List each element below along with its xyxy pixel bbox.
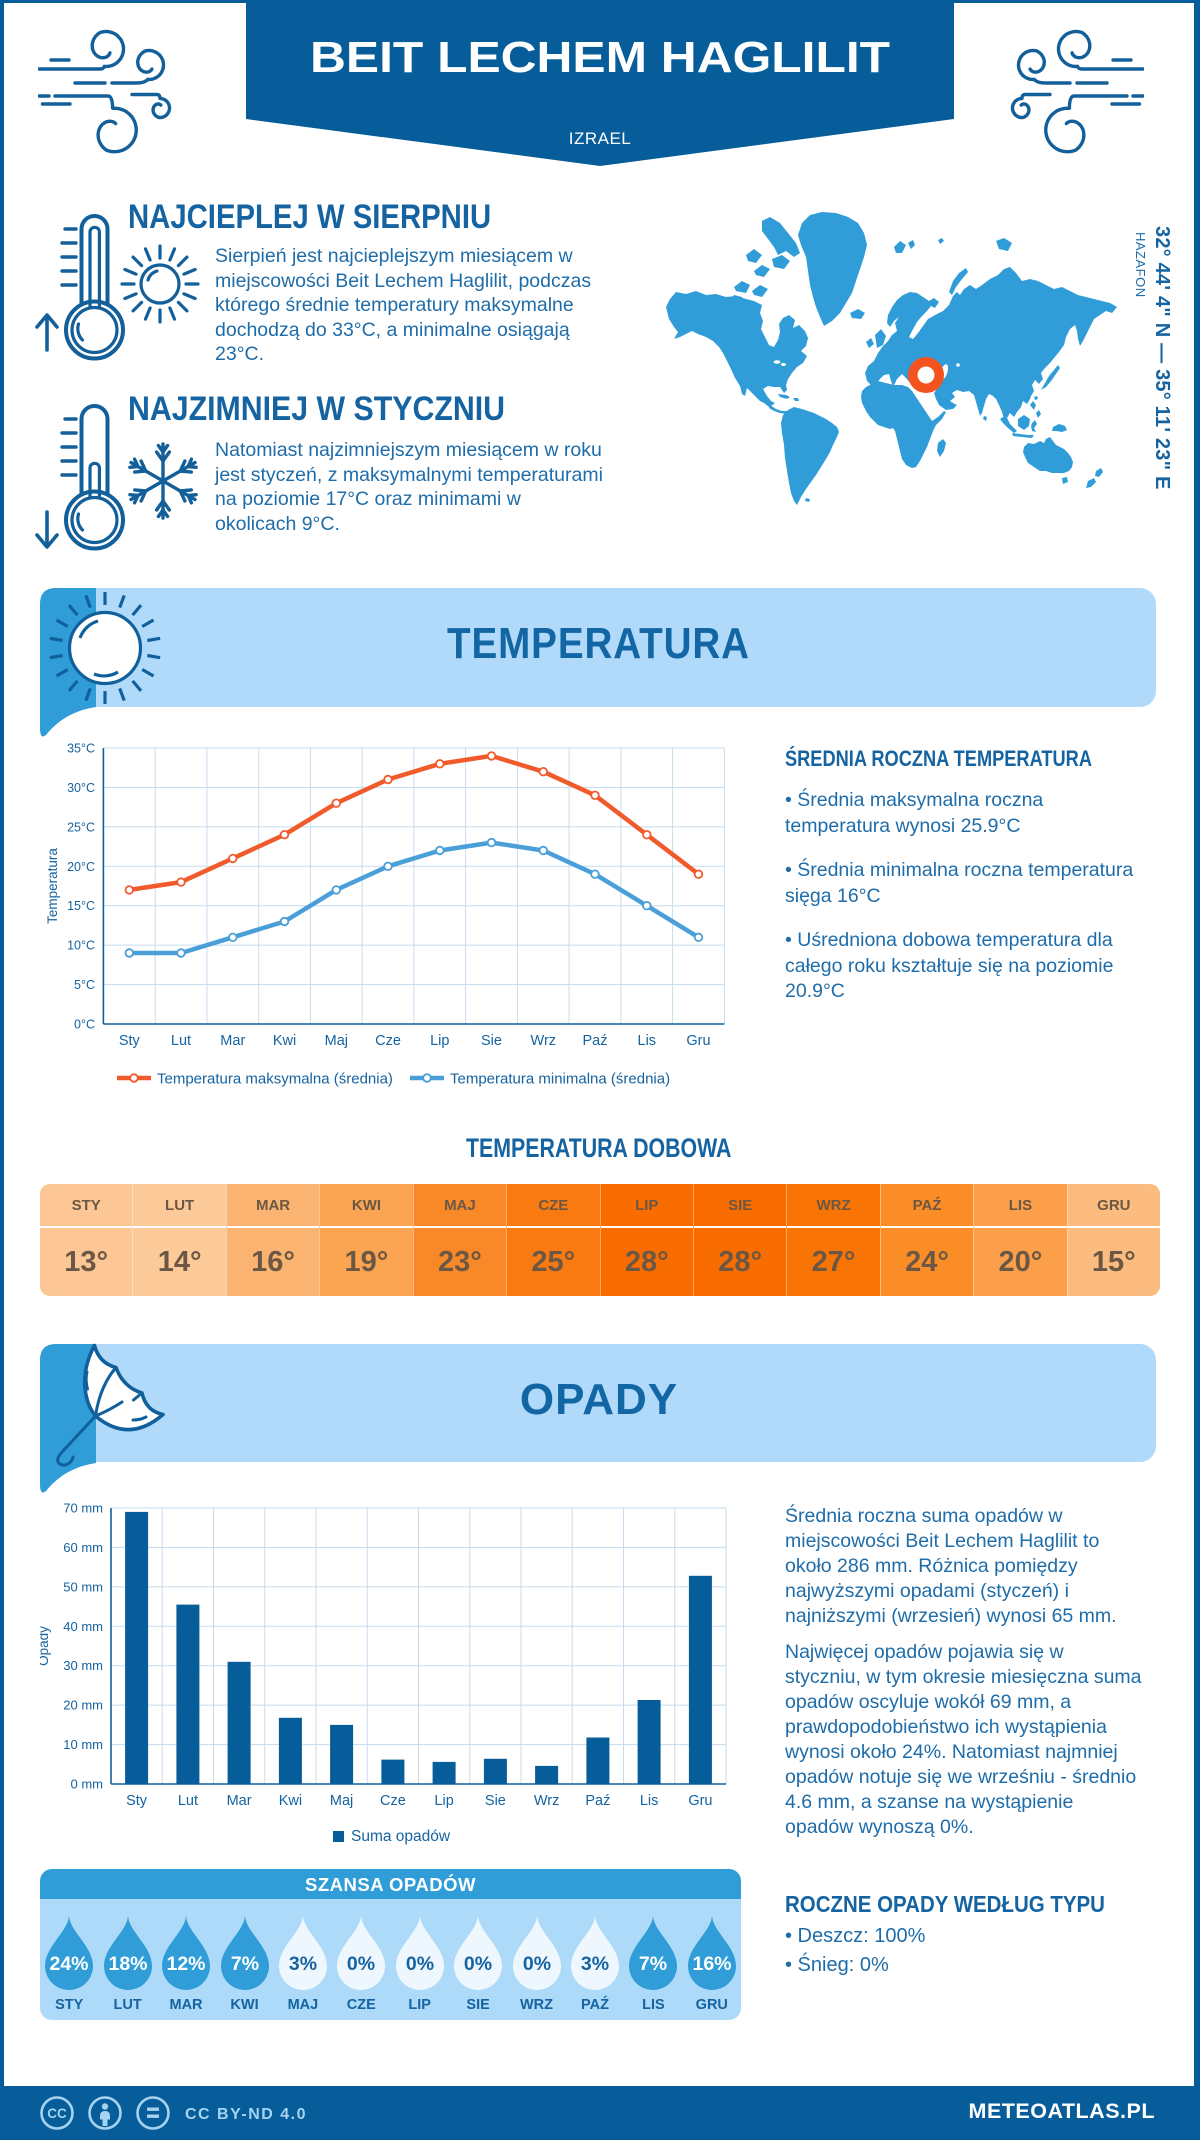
svg-text:Wrz: Wrz <box>534 1793 560 1809</box>
svg-text:Wrz: Wrz <box>531 1033 557 1049</box>
svg-text:70 mm: 70 mm <box>63 1501 103 1516</box>
svg-text:Cze: Cze <box>380 1793 406 1809</box>
svg-text:Paź: Paź <box>583 1033 608 1049</box>
svg-text:Lip: Lip <box>430 1033 449 1049</box>
svg-text:0 mm: 0 mm <box>71 1777 104 1792</box>
svg-text:25°C: 25°C <box>67 820 95 834</box>
svg-text:Lut: Lut <box>171 1033 191 1049</box>
svg-text:0%: 0% <box>406 1953 434 1975</box>
svg-text:7%: 7% <box>230 1953 258 1975</box>
svg-text:Lis: Lis <box>640 1793 659 1809</box>
svg-text:0%: 0% <box>347 1953 375 1975</box>
svg-text:Temperatura maksymalna (średni: Temperatura maksymalna (średnia) <box>157 1071 393 1088</box>
svg-text:0%: 0% <box>522 1953 550 1975</box>
svg-text:3%: 3% <box>581 1953 609 1975</box>
svg-text:Mar: Mar <box>220 1033 245 1049</box>
svg-text:Lip: Lip <box>434 1793 453 1809</box>
svg-text:0%: 0% <box>464 1953 492 1975</box>
svg-text:30°C: 30°C <box>67 781 95 795</box>
svg-text:Opady: Opady <box>40 1626 51 1666</box>
svg-text:40 mm: 40 mm <box>63 1619 103 1634</box>
svg-text:30 mm: 30 mm <box>63 1658 103 1673</box>
svg-text:Temperatura minimalna (średnia: Temperatura minimalna (średnia) <box>450 1071 670 1088</box>
svg-text:Lis: Lis <box>638 1033 657 1049</box>
svg-text:20°C: 20°C <box>67 860 95 874</box>
svg-text:Maj: Maj <box>325 1033 348 1049</box>
svg-text:35°C: 35°C <box>67 742 95 756</box>
svg-text:Cze: Cze <box>375 1033 401 1049</box>
svg-text:24%: 24% <box>50 1953 89 1975</box>
svg-text:Kwi: Kwi <box>279 1793 302 1809</box>
svg-text:16%: 16% <box>692 1953 731 1975</box>
svg-text:Lut: Lut <box>178 1793 198 1809</box>
svg-text:Sie: Sie <box>485 1793 506 1809</box>
svg-text:Maj: Maj <box>330 1793 353 1809</box>
svg-text:Mar: Mar <box>227 1793 252 1809</box>
svg-text:Paź: Paź <box>585 1793 610 1809</box>
svg-text:0°C: 0°C <box>74 1018 95 1032</box>
svg-text:Temperatura: Temperatura <box>45 848 60 924</box>
svg-text:7%: 7% <box>639 1953 667 1975</box>
svg-text:60 mm: 60 mm <box>63 1540 103 1555</box>
svg-text:Sie: Sie <box>481 1033 502 1049</box>
svg-text:CC: CC <box>47 2106 67 2121</box>
svg-text:Sty: Sty <box>119 1033 141 1049</box>
svg-text:5°C: 5°C <box>74 978 95 992</box>
svg-text:Kwi: Kwi <box>273 1033 296 1049</box>
svg-text:10 mm: 10 mm <box>63 1737 103 1752</box>
svg-text:Suma opadów: Suma opadów <box>351 1828 451 1845</box>
svg-text:Gru: Gru <box>688 1793 712 1809</box>
svg-text:10°C: 10°C <box>67 939 95 953</box>
svg-text:12%: 12% <box>166 1953 205 1975</box>
svg-text:50 mm: 50 mm <box>63 1579 103 1594</box>
svg-text:18%: 18% <box>108 1953 147 1975</box>
svg-text:15°C: 15°C <box>67 899 95 913</box>
svg-text:Sty: Sty <box>126 1793 148 1809</box>
svg-text:Gru: Gru <box>686 1033 710 1049</box>
svg-text:20 mm: 20 mm <box>63 1698 103 1713</box>
svg-text:CC BY-ND 4.0: CC BY-ND 4.0 <box>185 2106 307 2123</box>
svg-text:3%: 3% <box>289 1953 317 1975</box>
